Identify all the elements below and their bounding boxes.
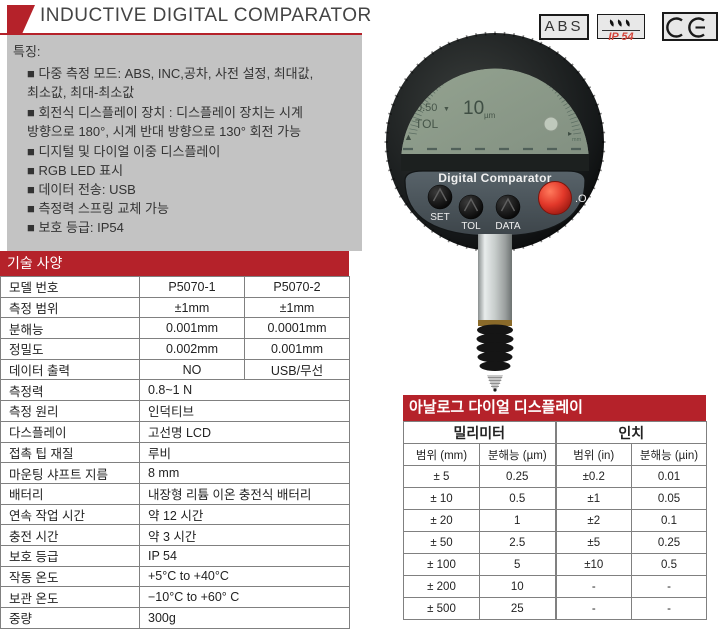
svg-text:µm: µm bbox=[484, 111, 496, 120]
svg-text:10: 10 bbox=[463, 98, 484, 119]
svg-text:SET: SET bbox=[430, 212, 449, 223]
svg-text:▸: ▸ bbox=[568, 129, 572, 138]
svg-text:DATA: DATA bbox=[495, 221, 521, 232]
svg-text:.O.: .O. bbox=[575, 193, 590, 205]
svg-text:▼: ▼ bbox=[443, 106, 450, 113]
svg-text:mm: mm bbox=[572, 137, 582, 143]
svg-text:TOL: TOL bbox=[415, 117, 438, 131]
svg-text:0.50: 0.50 bbox=[416, 102, 437, 114]
svg-text:TOL: TOL bbox=[461, 221, 481, 232]
svg-text:▲: ▲ bbox=[404, 132, 413, 142]
svg-text:Digital Comparator: Digital Comparator bbox=[438, 171, 551, 185]
svg-text:■■: ■■ bbox=[418, 92, 426, 99]
